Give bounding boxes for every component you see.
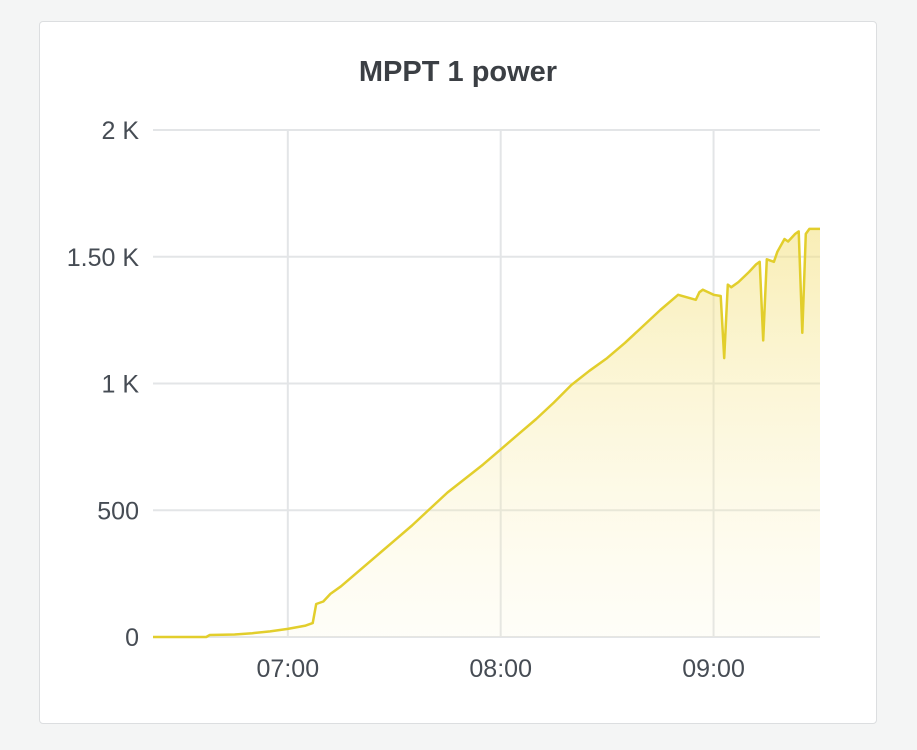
panel-title[interactable]: MPPT 1 power <box>358 56 558 88</box>
y-tick-label: 1.50 K <box>67 244 140 272</box>
x-tick-label: 09:00 <box>682 655 745 683</box>
x-tick-label: 08:00 <box>469 655 532 683</box>
y-tick-label: 2 K <box>101 117 139 145</box>
y-axis: 0 500 1 K 1.50 K 2 K <box>67 117 140 652</box>
series-area <box>153 228 820 637</box>
y-tick-label: 0 <box>125 624 139 652</box>
series-line[interactable] <box>153 227 820 639</box>
x-axis: 07:00 08:00 09:00 <box>257 655 745 683</box>
y-tick-label: 1 K <box>101 371 139 399</box>
x-tick-label: 07:00 <box>257 655 320 683</box>
y-tick-label: 500 <box>97 497 139 525</box>
